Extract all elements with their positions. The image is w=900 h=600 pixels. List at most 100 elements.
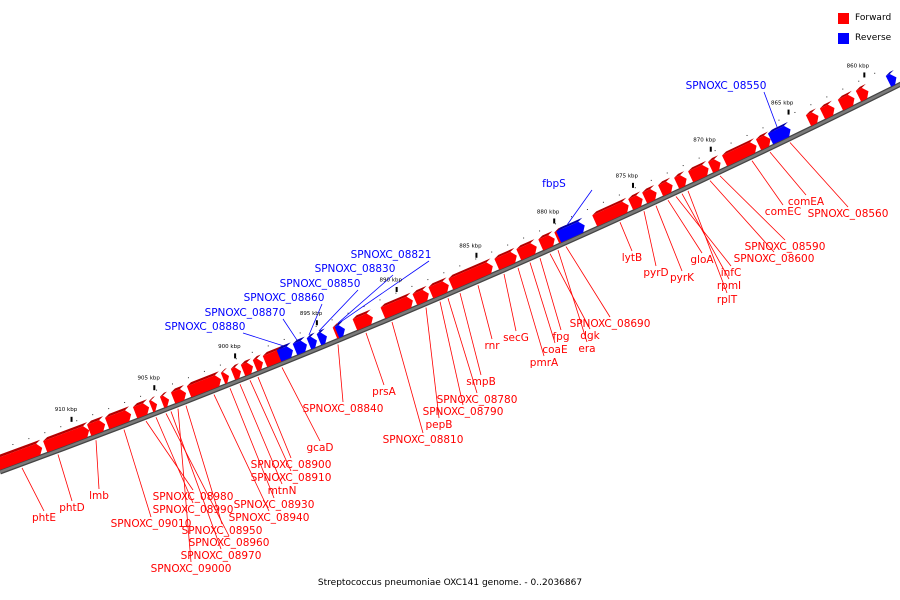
tick-label: 885 kbp [459,243,482,249]
reverse-label-leader [242,332,284,347]
tick-dot [794,111,796,113]
tick-label: 865 kbp [771,101,794,107]
tick-dot [251,351,253,353]
forward-gene-top [0,439,41,458]
tick-dot [427,279,429,281]
forward-label-leader [185,405,223,525]
forward-gene-top [428,277,447,288]
genome-caption: Streptococcus pneumoniae OXC141 genome. … [317,578,583,588]
tick-mark [153,385,156,391]
forward-label-leader [249,380,292,472]
forward-gene-top [220,368,227,373]
forward-gene-label: SPNOXC_08790 [423,406,504,418]
reverse-gene-label: SPNOXC_08821 [351,249,432,261]
reverse-gene-label: SPNOXC_08880 [165,321,246,333]
tick-dot [12,444,14,446]
reverse-gene-top [306,332,315,339]
forward-label-leader [503,273,517,332]
forward-label-leader [719,175,786,241]
forward-gene-label: SPNOXC_08690 [570,318,651,330]
forward-gene-top [240,358,251,365]
forward-gene-label: pyrK [670,272,695,284]
forward-gene-top [642,184,655,193]
forward-gene-top [688,160,707,172]
reverse-gene-arrow [276,346,293,362]
forward-gene-top [658,177,671,186]
forward-gene-label: coaE [542,344,567,356]
forward-gene-arrow [170,388,187,404]
legend-label-forward: Forward [855,13,892,23]
tick-mark [709,146,712,152]
forward-gene-label: pepB [426,419,453,431]
forward-gene-top [230,363,239,369]
forward-gene-top [159,391,167,397]
tick-dot [140,395,142,397]
reverse-gene-arrow [334,325,345,338]
tick-dot [156,389,158,391]
tick-mark [70,416,73,422]
forward-gene-top [43,422,88,442]
forward-label-leader [165,413,230,537]
tick-dot [267,345,269,347]
tick-label: 895 kbp [300,311,323,317]
forward-gene-label: dgk [580,330,600,342]
forward-label-leader [477,285,493,340]
tick-dot [586,209,588,211]
forward-gene-top [592,197,627,216]
tick-dot [331,319,333,321]
tick-dot [842,88,844,90]
tick-dot [539,230,541,232]
tick-dot [618,194,620,196]
tick-dot [491,251,493,253]
forward-label-leader [257,376,292,459]
reverse-gene-arrow [885,73,897,87]
tick-mark [395,286,398,292]
forward-gene-top [380,292,411,308]
tick-mark [315,320,318,326]
forward-gene-arrow [494,251,517,270]
tick-label: 860 kbp [847,63,870,69]
forward-gene-arrow [755,135,771,151]
forward-label-leader [687,190,728,294]
forward-label-leader [281,367,321,442]
legend-label-reverse: Reverse [855,33,892,43]
forward-gene-label: comEA [788,196,825,208]
forward-label-leader [709,180,775,253]
legend-item-reverse: Reverse [838,28,891,48]
forward-gene-arrow [628,195,643,210]
forward-gene-label: lytB [622,252,642,264]
forward-gene-label: rpmI [717,280,741,292]
legend-swatch-reverse [838,32,849,44]
reverse-gene-arrow [556,221,585,243]
forward-gene-arrow [0,443,43,470]
reverse-label-leader [337,274,394,324]
forward-gene-label: gcaD [307,442,334,454]
forward-gene-label: infC [721,267,742,279]
forward-gene-arrow [674,175,687,189]
forward-label-leader [239,384,283,485]
forward-gene-label: comEC [765,206,801,218]
forward-gene-label: lmb [89,490,109,502]
reverse-gene-top [276,342,291,351]
forward-gene-label: SPNOXC_08840 [303,403,384,415]
tick-mark [475,252,478,258]
reverse-gene-label: SPNOXC_08850 [280,278,361,290]
legend-item-forward: Forward [838,8,891,28]
tick-dot [874,72,876,74]
tick-dot [171,383,173,385]
tick-label: 890 kbp [380,278,403,284]
forward-gene-arrow [538,235,555,251]
forward-gene-top [448,258,491,279]
forward-gene-arrow [658,181,673,197]
tick-dot [124,401,126,403]
tick-dot [203,370,205,372]
tick-dot [666,172,668,174]
forward-gene-label: pyrD [643,267,668,279]
forward-label-leader [213,394,270,512]
tick-dot [379,299,381,301]
reverse-label-leader [282,318,298,341]
forward-gene-arrow [43,426,90,453]
forward-gene-arrow [688,164,709,183]
tick-dot [570,216,572,218]
forward-gene-label: phtE [32,512,56,524]
